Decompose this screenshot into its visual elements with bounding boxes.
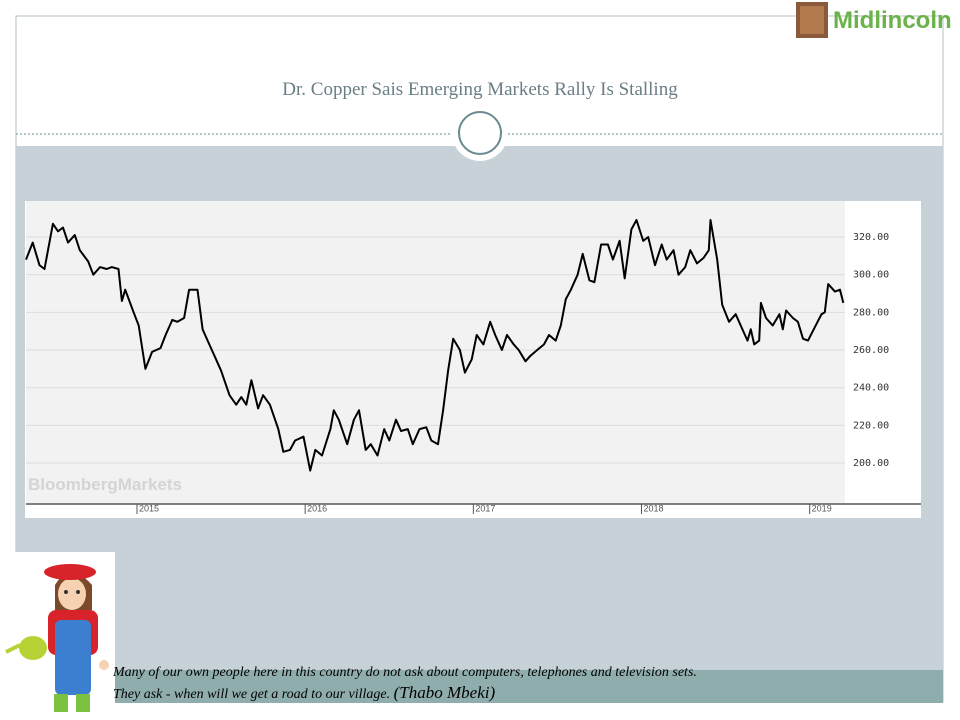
- price-line: [25, 219, 845, 472]
- x-tick-label: 2018: [644, 503, 664, 513]
- logo: Midlincoln: [796, 2, 952, 38]
- x-tick-label: 2016: [307, 503, 327, 513]
- y-tick-label: 300.00: [853, 270, 889, 281]
- logo-text: Midlincoln: [833, 7, 952, 34]
- y-tick-label: 320.00: [853, 232, 889, 243]
- logo-icon-building: [800, 6, 824, 34]
- y-tick-label: 260.00: [853, 345, 889, 356]
- x-tick-label: 2015: [139, 503, 159, 513]
- quote-strip: [115, 670, 943, 703]
- watermark: BloombergMarkets: [28, 475, 182, 494]
- gardener-illustration: [5, 564, 109, 712]
- y-tick-label: 200.00: [853, 458, 889, 469]
- quote-line: They ask - when will we get a road to ou…: [113, 683, 495, 702]
- y-tick-label: 220.00: [853, 420, 889, 431]
- plot-area: [26, 201, 845, 503]
- y-tick-label: 280.00: [853, 307, 889, 318]
- x-tick-label: 2019: [812, 503, 832, 513]
- x-tick-label: 2017: [475, 503, 495, 513]
- y-tick-label: 240.00: [853, 383, 889, 394]
- quote-line: Many of our own people here in this coun…: [112, 665, 697, 680]
- divider-ring: [458, 111, 502, 155]
- slide-title: Dr. Copper Sais Emerging Markets Rally I…: [282, 79, 678, 100]
- quote-line: They ask - when will we get a road to ou…: [113, 687, 390, 702]
- quote-author: (Thabo Mbeki): [394, 683, 496, 702]
